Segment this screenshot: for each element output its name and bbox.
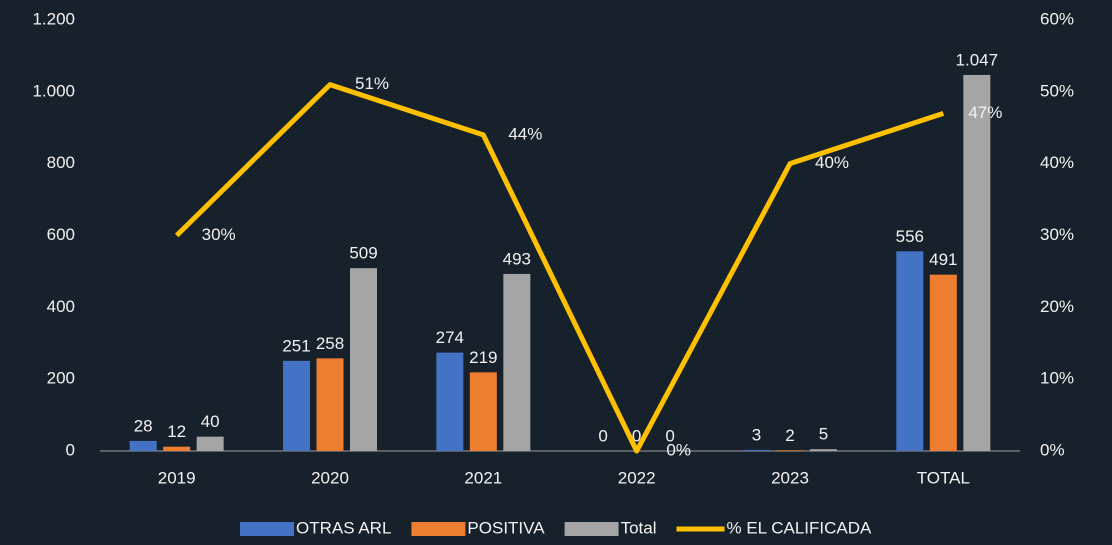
y-tick-label: 400 [47, 297, 75, 316]
line-value-label: 0% [666, 440, 691, 459]
bar-value-label: 219 [469, 348, 497, 367]
bar [316, 358, 344, 451]
line-value-label: 40% [815, 153, 849, 172]
bar [469, 372, 497, 451]
bar-value-label: 40 [201, 412, 220, 431]
x-tick-label: 2019 [158, 468, 196, 487]
bar-value-label: 274 [436, 328, 464, 347]
x-tick-label: 2022 [618, 468, 656, 487]
bar [776, 450, 804, 451]
legend-label: Total [621, 518, 657, 537]
line-value-label: 51% [355, 74, 389, 93]
line-value-label: 44% [508, 124, 542, 143]
bar-value-label: 0 [632, 426, 641, 445]
legend-label: OTRAS ARL [296, 518, 391, 537]
bar [963, 74, 991, 451]
bar [350, 268, 377, 451]
line-value-label: 30% [202, 225, 236, 244]
x-tick-label: TOTAL [917, 468, 970, 487]
bar [163, 446, 191, 451]
y2-tick-label: 10% [1040, 369, 1074, 388]
y2-tick-label: 20% [1040, 297, 1074, 316]
x-tick-label: 2021 [464, 468, 502, 487]
y2-tick-label: 30% [1040, 225, 1074, 244]
bar-value-label: 5 [819, 425, 828, 444]
x-tick-label: 2020 [311, 468, 349, 487]
y-tick-label: 1.200 [32, 9, 75, 28]
legend-label: % EL CALIFICADA [727, 518, 873, 537]
bar [503, 273, 531, 451]
bar-value-label: 3 [752, 425, 761, 444]
bar-value-label: 251 [282, 336, 310, 355]
bar [436, 352, 464, 451]
y-tick-label: 800 [47, 153, 75, 172]
legend-swatch [240, 522, 294, 536]
bar-value-label: 258 [316, 334, 344, 353]
bar [129, 440, 157, 451]
bar [896, 251, 924, 451]
y2-tick-label: 60% [1040, 9, 1074, 28]
y2-tick-label: 40% [1040, 153, 1074, 172]
y-tick-label: 1.000 [32, 81, 75, 100]
y-tick-label: 600 [47, 225, 75, 244]
line [174, 82, 945, 454]
x-tick-label: 2023 [771, 468, 809, 487]
bar-value-label: 0 [665, 426, 674, 445]
bar-value-label: 491 [929, 250, 957, 269]
line-value-label: 47% [968, 103, 1002, 122]
bar-value-label: 2 [785, 426, 794, 445]
bar-value-label: 0 [598, 426, 607, 445]
bar [929, 274, 957, 451]
legend-label: POSITIVA [467, 518, 545, 537]
y2-tick-label: 50% [1040, 81, 1074, 100]
bar [283, 360, 310, 451]
y-tick-label: 200 [47, 369, 75, 388]
bar-value-label: 493 [503, 249, 531, 268]
legend-swatch [564, 522, 619, 536]
bar-value-label: 509 [349, 244, 377, 263]
bar [196, 436, 224, 451]
bar-value-label: 28 [134, 416, 153, 435]
bar [743, 449, 770, 451]
bar-value-label: 12 [167, 422, 186, 441]
bar [810, 449, 837, 451]
legend-swatch [411, 522, 466, 536]
y2-tick-label: 0% [1040, 440, 1065, 459]
bar-value-label: 556 [896, 227, 924, 246]
y-tick-label: 0 [66, 440, 75, 459]
bar-value-label: 1.047 [956, 50, 999, 69]
